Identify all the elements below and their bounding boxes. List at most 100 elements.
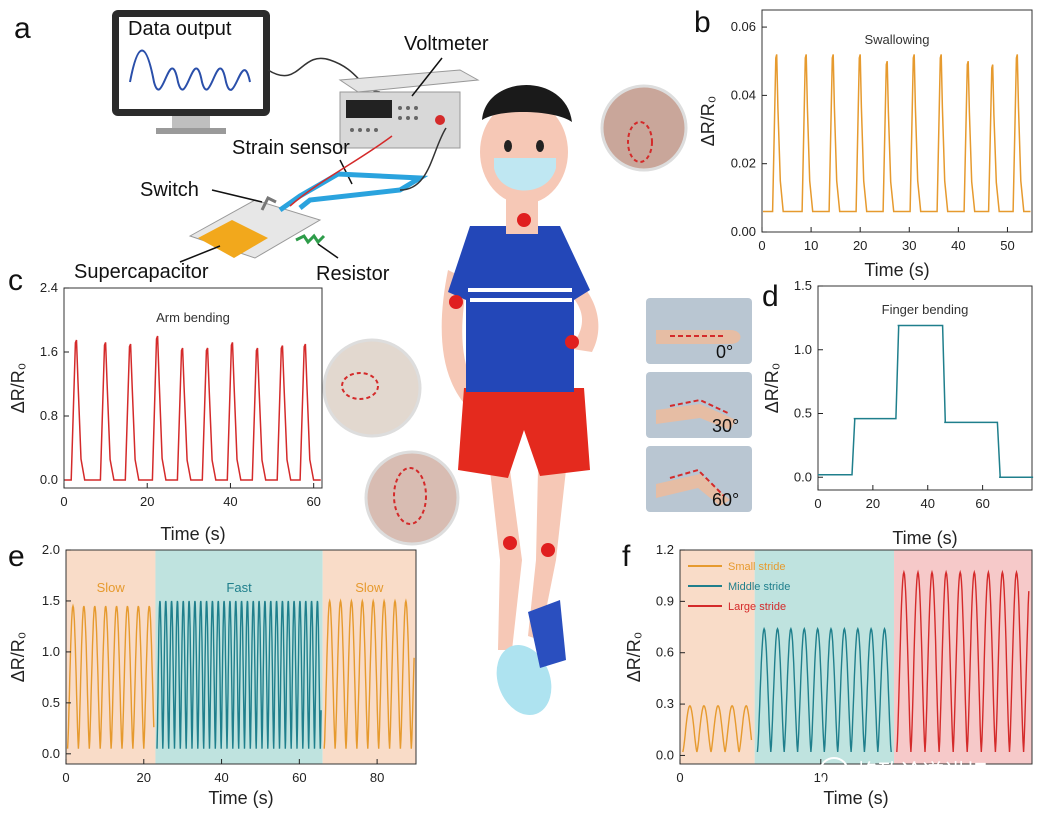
angle-60-label: 60° — [712, 490, 739, 510]
chart-e-region-label: Fast — [226, 580, 252, 595]
panel-label-d: d — [762, 280, 779, 313]
monitor-wave-icon — [129, 49, 251, 91]
chart-c-ytick-label: 0.8 — [40, 408, 58, 423]
sensor-dot-knee-right — [541, 543, 555, 557]
sensor-dot-knee-left — [503, 536, 517, 550]
resistor-icon — [295, 233, 326, 245]
data-output-label: Data output — [128, 18, 232, 40]
chart-f-ytick-label: 0.9 — [656, 593, 674, 608]
panel-label-e: e — [8, 540, 25, 573]
chart-b-frame — [761, 9, 1033, 233]
chart-b-xtick-label: 50 — [1000, 238, 1014, 253]
sensor-dot-throat — [517, 213, 531, 227]
chart-c-ytick-label: 1.6 — [40, 344, 58, 359]
panel-label-c: c — [8, 264, 23, 297]
arm-photo — [322, 338, 422, 438]
chart-e-ytick-label: 0.0 — [42, 746, 60, 761]
shoe-left-icon — [496, 645, 552, 715]
chart-e-ytick-label: 1.5 — [42, 593, 60, 608]
throat-photo — [600, 84, 688, 172]
chart-e-ytick-label: 1.0 — [42, 644, 60, 659]
switch-label: Switch — [140, 179, 199, 201]
chart-c-xtick-label: 0 — [60, 494, 67, 509]
chart-e-ytick-label: 0.5 — [42, 695, 60, 710]
chart-e-xtick-label: 60 — [292, 770, 306, 785]
chart-d-series-line — [818, 324, 1034, 479]
chart-f-ytick-label: 0.6 — [656, 645, 674, 660]
chart-b-ytick-label: 0.04 — [731, 87, 756, 102]
chart-b-xtick-label: 10 — [804, 238, 818, 253]
chart-d-title: Finger bending — [882, 302, 969, 317]
chart-b-ytick-label: 0.06 — [731, 19, 756, 34]
panel-label-a: a — [14, 12, 31, 45]
voltmeter-label: Voltmeter — [404, 33, 489, 55]
chart-c-xlabel: Time (s) — [160, 524, 225, 544]
chart-e-xtick-label: 0 — [62, 770, 69, 785]
chart-e-region-label: Slow — [97, 580, 126, 595]
chart-e-ytick-label: 2.0 — [42, 542, 60, 557]
chart-e-series-slow-0 — [66, 603, 155, 749]
chart-d-xtick-label: 20 — [866, 496, 880, 511]
chart-b-ytick-label: 0.02 — [731, 156, 756, 171]
chart-arm-bending: 0 20 40 60 0.0 0.8 1.6 2.4 Time (s) ΔR/R₀ Arm bend… — [8, 280, 323, 544]
chart-f-ylabel: ΔR/R₀ — [624, 632, 644, 683]
chart-d-xtick-label: 60 — [975, 496, 989, 511]
chart-c-ytick-label: 0.0 — [40, 472, 58, 487]
resistor-label: Resistor — [316, 263, 390, 285]
circuit-illustration — [188, 127, 447, 259]
chart-c-title: Arm bending — [156, 310, 230, 325]
chart-c-xtick-label: 60 — [306, 494, 320, 509]
face-mask-icon — [494, 158, 556, 191]
chart-b-ytick-label: 0.00 — [731, 224, 756, 239]
chart-c-xtick-label: 20 — [140, 494, 154, 509]
chart-f-region-bg — [754, 550, 895, 764]
voltmeter-illustration — [338, 69, 480, 149]
chart-b-xtick-label: 40 — [951, 238, 965, 253]
hair-icon — [482, 85, 572, 122]
chart-f-series-1 — [756, 626, 892, 753]
chart-f-xtick-label: 0 — [676, 770, 683, 785]
chart-c-series-line — [64, 335, 321, 481]
chart-d-ylabel: ΔR/R₀ — [762, 363, 782, 414]
chart-d-ytick-label: 0.0 — [794, 469, 812, 484]
chart-finger-bending: 0 20 40 60 0.0 0.5 1.0 1.5 Time (s) ΔR/R₀ Finger b… — [762, 278, 1034, 548]
chart-d-ytick-label: 1.0 — [794, 342, 812, 357]
sensor-dot-arm — [449, 295, 463, 309]
watermark-text: 格致论道讲坛 — [856, 761, 988, 786]
chart-d-xtick-label: 40 — [921, 496, 935, 511]
voltmeter-arrow — [411, 57, 443, 97]
knee-photo — [364, 450, 460, 546]
chart-f-ytick-label: 1.2 — [656, 542, 674, 557]
chart-e-xlabel: Time (s) — [208, 788, 273, 808]
chart-b-xtick-label: 20 — [853, 238, 867, 253]
resistor-arrow — [317, 243, 339, 259]
watermark: 格致论道讲坛 — [819, 757, 988, 787]
switch-arrow — [211, 189, 263, 203]
chart-f-legend-label: Small stride — [728, 561, 785, 573]
chart-f-legend-label: Middle stride — [728, 581, 790, 593]
panel-label-f: f — [622, 540, 631, 573]
chart-e-xtick-label: 20 — [137, 770, 151, 785]
chart-c-ytick-label: 2.4 — [40, 280, 58, 295]
chart-e-xtick-label: 40 — [214, 770, 228, 785]
angle-30-label: 30° — [712, 416, 739, 436]
chart-b-xlabel: Time (s) — [864, 260, 929, 280]
panel-label-b: b — [694, 6, 711, 39]
chart-f-ytick-label: 0.3 — [656, 696, 674, 711]
chart-b-ylabel: ΔR/R₀ — [698, 96, 718, 147]
chart-c-xtick-label: 40 — [223, 494, 237, 509]
chart-e-ylabel: ΔR/R₀ — [8, 632, 28, 683]
chart-d-ytick-label: 1.5 — [794, 278, 812, 293]
chart-c-frame — [63, 287, 323, 489]
chart-b-xtick-label: 30 — [902, 238, 916, 253]
shoe-right-icon — [528, 600, 566, 668]
chart-d-frame — [817, 285, 1033, 491]
chart-swallowing: 0 10 20 30 40 50 0.00 0.02 0.04 0.06 Time (s) ΔR/R₀… — [698, 9, 1033, 280]
chart-b-title: Swallowing — [864, 32, 929, 47]
chart-f-region-bg — [894, 550, 1032, 764]
wechat-icon — [819, 757, 849, 787]
chart-f-series-2 — [896, 569, 1030, 753]
chart-c-ylabel: ΔR/R₀ — [8, 363, 28, 414]
